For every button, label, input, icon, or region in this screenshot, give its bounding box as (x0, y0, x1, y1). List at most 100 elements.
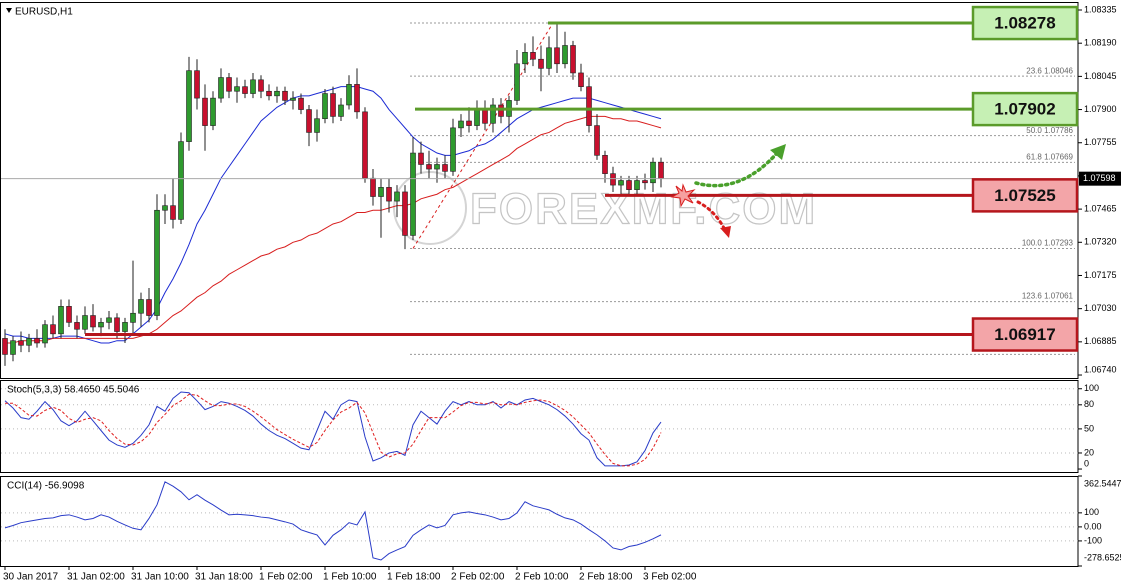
candle-body (642, 180, 648, 184)
indicator-line (5, 115, 662, 344)
candle-body (362, 111, 368, 179)
candle-body (346, 84, 352, 106)
level-label: 1.07525 (994, 186, 1055, 205)
x-tick-label: 2 Feb 02:00 (451, 572, 505, 583)
candle-body (274, 90, 280, 97)
y-tick-label: 1.07030 (1084, 303, 1117, 313)
candle-body (170, 205, 176, 220)
fib-label: 50.0 1.07786 (1026, 126, 1073, 135)
current-price-box (1079, 171, 1121, 186)
up-arrow (694, 150, 780, 188)
candle-body (586, 86, 592, 126)
candle-body (386, 187, 392, 202)
candle-body (458, 120, 464, 129)
candle-body (394, 191, 400, 202)
candle-body (194, 70, 200, 99)
up-arrow-head (770, 144, 786, 160)
candle-body (50, 324, 56, 335)
candle-body (34, 338, 40, 344)
candle-body (298, 97, 304, 110)
fib-label: 100.0 1.07293 (1022, 239, 1074, 248)
x-tick-label: 3 Feb 02:00 (643, 572, 697, 583)
candle-body (482, 109, 488, 124)
down-arrow (696, 200, 726, 230)
y-tick-label: 1.08335 (1084, 4, 1117, 14)
x-tick-label: 31 Jan 02:00 (67, 572, 125, 583)
y-tick-label: 1.06885 (1084, 336, 1117, 346)
candle-body (594, 125, 600, 156)
chart-title: EURUSD,H1 (15, 7, 73, 18)
candle-body (450, 127, 456, 172)
candle-body (266, 90, 272, 97)
candle-body (554, 47, 560, 65)
watermark: FOREXMF.COM (470, 185, 817, 234)
x-tick-label: 2 Feb 18:00 (579, 572, 633, 583)
candle-body (154, 209, 160, 316)
candle-body (618, 180, 624, 186)
candle-body (370, 177, 376, 197)
candle-body (258, 79, 264, 92)
indicator-title: Stoch(5,3,3) 58.4650 45.5046 (7, 385, 140, 396)
level-label: 1.06917 (994, 325, 1055, 344)
x-tick-label: 1 Feb 02:00 (259, 572, 313, 583)
candle-body (282, 90, 288, 101)
candle-body (178, 141, 184, 220)
candle-body (522, 52, 528, 65)
current-price-label: 1.07598 (1083, 173, 1116, 183)
y-tick-label: 1.07900 (1084, 104, 1117, 114)
y-tick-label: 0.00 (1084, 521, 1102, 531)
level-box (971, 178, 1079, 213)
candle-body (146, 299, 152, 316)
candle-body (322, 93, 328, 120)
panel-frame (0, 476, 1079, 567)
candle-body (538, 58, 544, 69)
candle-body (570, 45, 576, 74)
candle-body (306, 109, 312, 133)
x-tick-label: 1 Feb 18:00 (387, 572, 441, 583)
candle-body (122, 322, 128, 332)
candle-body (490, 104, 496, 124)
y-tick-label: 50 (1084, 423, 1094, 433)
candle-body (74, 322, 80, 330)
x-tick-label: 30 Jan 2017 (3, 572, 58, 583)
candle-body (314, 118, 320, 133)
candle-body (338, 104, 344, 117)
candle-body (250, 79, 256, 94)
candle-body (410, 152, 416, 236)
y-tick-label: 20 (1084, 447, 1094, 457)
candle-body (106, 317, 112, 323)
candle-body (2, 338, 8, 355)
level-label: 1.07902 (994, 100, 1055, 119)
candle-body (426, 164, 432, 170)
y-tick-label: 0 (1084, 458, 1089, 468)
candle-body (578, 72, 584, 87)
candle-body (602, 155, 608, 174)
y-tick-label: 80 (1084, 399, 1094, 409)
candle-body (130, 312, 136, 323)
y-tick-label: 1.07175 (1084, 270, 1117, 280)
candle-body (114, 317, 120, 332)
y-tick-label: 1.07320 (1084, 237, 1117, 247)
candle-body (402, 191, 408, 236)
candle-body (66, 306, 72, 323)
y-tick-label: 1.06740 (1084, 364, 1117, 374)
candle-body (202, 97, 208, 126)
candle-body (626, 180, 632, 190)
candle-body (434, 164, 440, 170)
candle-body (82, 315, 88, 330)
candle-body (10, 340, 16, 355)
candle-body (634, 180, 640, 190)
candle-body (18, 340, 24, 346)
candle-body (562, 45, 568, 65)
x-tick-label: 2 Feb 10:00 (515, 572, 569, 583)
x-tick-label: 31 Jan 10:00 (131, 572, 189, 583)
watermark-globe (393, 171, 467, 245)
candle-body (546, 47, 552, 69)
candle-body (226, 77, 232, 92)
candle-body (210, 97, 216, 126)
candle-body (234, 86, 240, 92)
candle-body (290, 97, 296, 101)
candle-body (242, 86, 248, 94)
candle-body (354, 84, 360, 113)
